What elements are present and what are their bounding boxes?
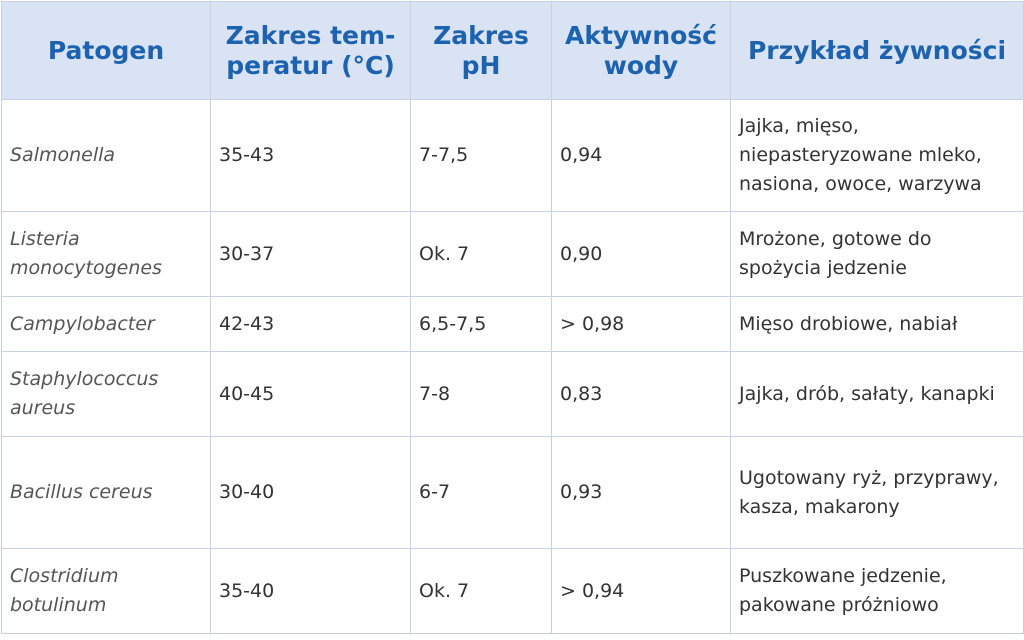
table-row: Bacillus cereus 30-40 6-7 0,93 Ugotowany…: [1, 436, 1024, 549]
water-activity-cell: 0,94: [551, 99, 731, 212]
food-cell: Mięso drobiowe, nabiał: [730, 296, 1024, 352]
ph-cell: Ok. 7: [410, 548, 552, 634]
food-cell: Jajka, mięso, niepasteryzowane mleko, na…: [730, 99, 1024, 212]
table-row: Salmonella 35-43 7-7,5 0,94 Jajka, mięso…: [1, 99, 1024, 212]
ph-cell: 7-7,5: [410, 99, 552, 212]
table-row: Staphylococcus aureus 40-45 7-8 0,83 Jaj…: [1, 351, 1024, 437]
header-row: Patogen Zakres tem-peratur (°C) Zakres p…: [1, 1, 1024, 100]
table-header: Patogen Zakres tem-peratur (°C) Zakres p…: [1, 1, 1024, 100]
temperature-cell: 30-37: [210, 211, 411, 297]
temperature-cell: 40-45: [210, 351, 411, 437]
ph-cell: 6,5-7,5: [410, 296, 552, 352]
pathogen-cell: Listeria monocytogenes: [1, 211, 211, 297]
pathogen-cell: Bacillus cereus: [1, 436, 211, 549]
water-activity-cell: 0,90: [551, 211, 731, 297]
food-cell: Puszkowane jedzenie, pakowane próżniowo: [730, 548, 1024, 634]
temperature-cell: 42-43: [210, 296, 411, 352]
water-activity-cell: > 0,98: [551, 296, 731, 352]
water-activity-cell: > 0,94: [551, 548, 731, 634]
water-activity-cell: 0,93: [551, 436, 731, 549]
header-water-activity: Aktywność wody: [551, 1, 731, 100]
header-pathogen: Patogen: [1, 1, 211, 100]
pathogen-cell: Campylobacter: [1, 296, 211, 352]
food-cell: Ugotowany ryż, przyprawy, kasza, makaron…: [730, 436, 1024, 549]
table-row: Campylobacter 42-43 6,5-7,5 > 0,98 Mięso…: [1, 296, 1024, 352]
food-cell: Jajka, drób, sałaty, kanapki: [730, 351, 1024, 437]
header-ph-range: Zakres pH: [410, 1, 552, 100]
ph-cell: 6-7: [410, 436, 552, 549]
table-body: Salmonella 35-43 7-7,5 0,94 Jajka, mięso…: [1, 99, 1024, 634]
pathogen-cell: Staphylococcus aureus: [1, 351, 211, 437]
table-row: Listeria monocytogenes 30-37 Ok. 7 0,90 …: [1, 211, 1024, 297]
pathogen-cell: Salmonella: [1, 99, 211, 212]
food-cell: Mrożone, gotowe do spożycia jedzenie: [730, 211, 1024, 297]
ph-cell: Ok. 7: [410, 211, 552, 297]
header-food-example: Przykład żywności: [730, 1, 1024, 100]
temperature-cell: 30-40: [210, 436, 411, 549]
temperature-cell: 35-40: [210, 548, 411, 634]
pathogen-cell: Clostridium botulinum: [1, 548, 211, 634]
table-row: Clostridium botulinum 35-40 Ok. 7 > 0,94…: [1, 548, 1024, 634]
water-activity-cell: 0,83: [551, 351, 731, 437]
ph-cell: 7-8: [410, 351, 552, 437]
header-temperature-range: Zakres tem-peratur (°C): [210, 1, 411, 100]
temperature-cell: 35-43: [210, 99, 411, 212]
